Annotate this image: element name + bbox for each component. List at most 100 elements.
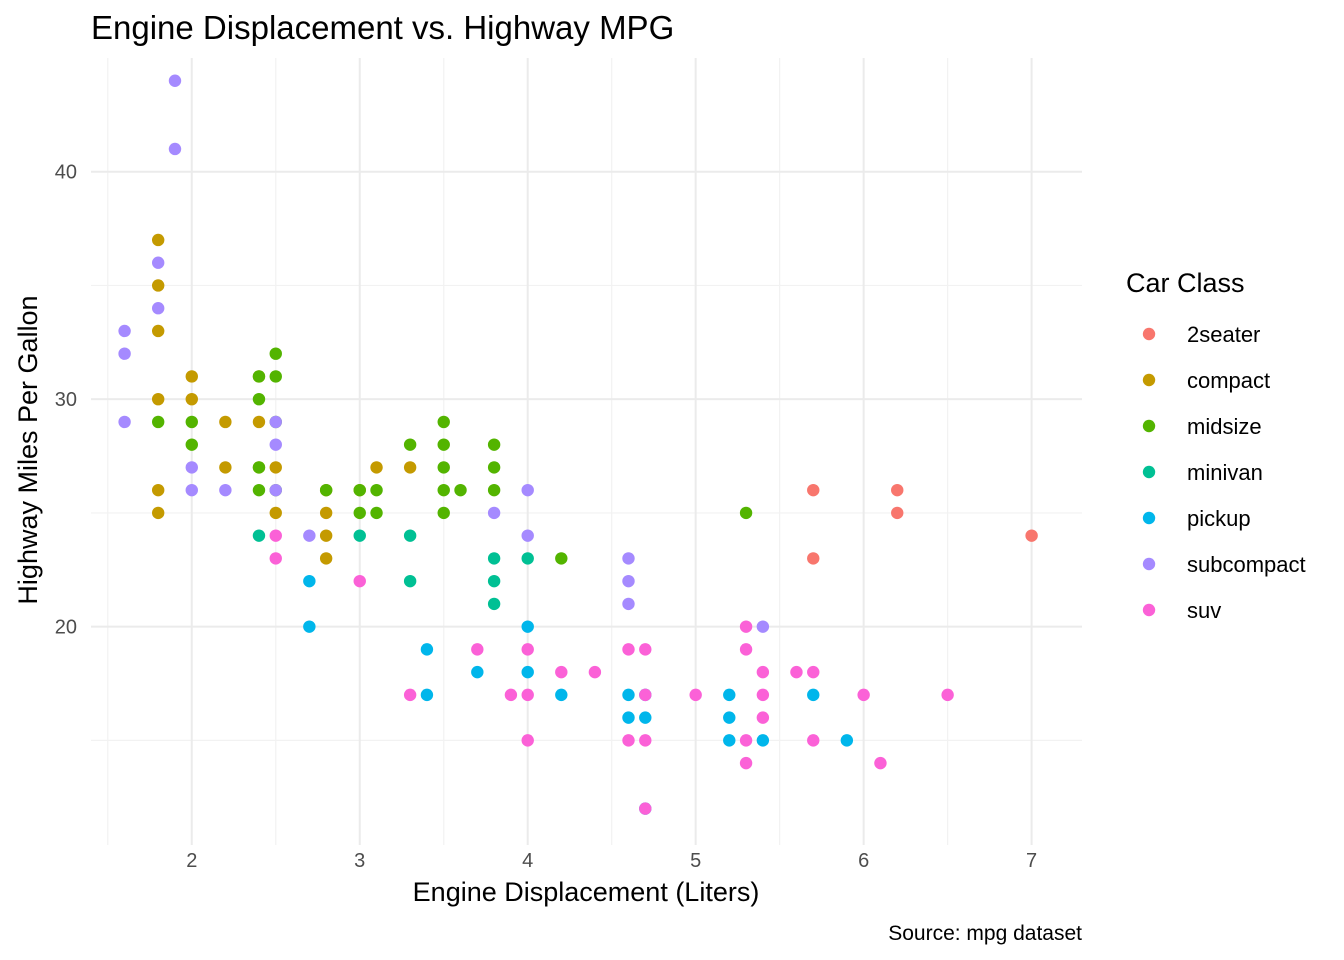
data-point-subcompact bbox=[756, 620, 770, 633]
data-point-compact bbox=[151, 392, 165, 406]
legend-key-compact bbox=[1142, 373, 1156, 387]
data-point-suv bbox=[857, 688, 870, 702]
x-tick-label: 4 bbox=[522, 850, 533, 872]
legend-title: Car Class bbox=[1126, 268, 1245, 298]
data-point-minivan bbox=[353, 529, 366, 542]
data-point-subcompact bbox=[622, 597, 635, 611]
legend-label-minivan: minivan bbox=[1187, 460, 1263, 485]
chart-caption: Source: mpg dataset bbox=[888, 922, 1082, 945]
data-point-midsize bbox=[403, 438, 417, 451]
x-tick-label: 3 bbox=[354, 850, 365, 872]
data-point-suv bbox=[739, 643, 753, 656]
data-point-suv bbox=[521, 734, 534, 747]
data-point-minivan bbox=[403, 574, 417, 588]
x-tick-label: 2 bbox=[186, 850, 197, 872]
data-point-midsize bbox=[319, 483, 333, 497]
legend-label-midsize: midsize bbox=[1187, 414, 1262, 439]
data-point-midsize bbox=[437, 506, 450, 520]
legend-label-2seater: 2seater bbox=[1187, 322, 1260, 347]
data-point-2seater bbox=[807, 483, 820, 497]
data-point-suv bbox=[874, 756, 887, 770]
y-axis-ticks: 20 30 40 bbox=[55, 162, 77, 639]
data-point-suv bbox=[588, 665, 602, 679]
data-point-subcompact bbox=[151, 302, 165, 315]
legend-key-minivan bbox=[1142, 465, 1156, 479]
data-point-subcompact bbox=[622, 552, 635, 565]
data-point-midsize bbox=[252, 392, 266, 406]
data-point-subcompact bbox=[151, 256, 165, 269]
data-point-midsize bbox=[269, 370, 282, 383]
data-point-suv bbox=[622, 643, 635, 656]
data-point-suv bbox=[807, 665, 820, 679]
data-point-minivan bbox=[252, 529, 266, 542]
legend-key-midsize bbox=[1142, 419, 1156, 433]
legend-label-subcompact: subcompact bbox=[1187, 552, 1306, 577]
data-point-compact bbox=[185, 392, 198, 406]
data-point-midsize bbox=[151, 415, 165, 429]
data-point-midsize bbox=[252, 370, 266, 383]
data-point-2seater bbox=[891, 483, 904, 497]
chart-title: Engine Displacement vs. Highway MPG bbox=[91, 9, 674, 46]
data-point-midsize bbox=[370, 483, 383, 497]
data-point-midsize bbox=[437, 438, 450, 451]
data-point-subcompact bbox=[185, 461, 198, 474]
y-tick-label: 30 bbox=[55, 389, 77, 411]
data-point-pickup bbox=[622, 688, 635, 702]
data-point-subcompact bbox=[168, 74, 182, 87]
data-point-suv bbox=[521, 643, 534, 656]
data-point-pickup bbox=[723, 688, 736, 702]
data-point-pickup bbox=[555, 688, 568, 702]
data-point-midsize bbox=[269, 347, 282, 360]
data-point-subcompact bbox=[118, 347, 131, 360]
data-point-compact bbox=[151, 279, 165, 292]
data-point-midsize bbox=[370, 506, 383, 520]
data-point-midsize bbox=[252, 483, 266, 497]
data-point-midsize bbox=[353, 483, 366, 497]
data-point-midsize bbox=[437, 415, 450, 429]
data-point-minivan bbox=[487, 597, 501, 611]
data-point-suv bbox=[471, 643, 484, 656]
data-point-minivan bbox=[403, 529, 417, 542]
data-point-suv bbox=[807, 734, 820, 747]
data-point-2seater bbox=[891, 506, 904, 520]
data-point-compact bbox=[269, 506, 282, 520]
x-tick-label: 7 bbox=[1026, 850, 1037, 872]
data-point-pickup bbox=[622, 711, 635, 724]
y-axis-title: Highway Miles Per Gallon bbox=[13, 295, 43, 604]
data-point-midsize bbox=[437, 461, 450, 474]
data-point-suv bbox=[555, 665, 568, 679]
data-point-suv bbox=[269, 552, 282, 565]
data-point-subcompact bbox=[269, 483, 282, 497]
data-point-compact bbox=[370, 461, 383, 474]
data-point-compact bbox=[252, 415, 266, 429]
data-point-midsize bbox=[437, 483, 450, 497]
data-point-suv bbox=[639, 802, 652, 815]
data-point-midsize bbox=[487, 438, 501, 451]
data-point-subcompact bbox=[487, 506, 501, 520]
data-point-suv bbox=[739, 620, 753, 633]
data-point-minivan bbox=[487, 574, 501, 588]
data-point-minivan bbox=[521, 552, 534, 565]
legend-label-compact: compact bbox=[1187, 368, 1270, 393]
data-point-subcompact bbox=[118, 415, 131, 429]
legend-key-suv bbox=[1142, 603, 1156, 617]
x-tick-label: 5 bbox=[690, 850, 701, 872]
data-point-pickup bbox=[521, 665, 534, 679]
data-point-pickup bbox=[840, 734, 854, 747]
data-point-subcompact bbox=[269, 438, 282, 451]
data-point-pickup bbox=[471, 665, 484, 679]
data-point-midsize bbox=[487, 461, 501, 474]
data-point-suv bbox=[504, 688, 518, 702]
y-tick-label: 20 bbox=[55, 617, 77, 639]
legend-label-suv: suv bbox=[1187, 598, 1221, 623]
data-point-compact bbox=[269, 461, 282, 474]
data-point-compact bbox=[219, 461, 232, 474]
data-point-subcompact bbox=[521, 483, 534, 497]
x-axis-title: Engine Displacement (Liters) bbox=[413, 877, 760, 907]
data-point-midsize bbox=[487, 483, 501, 497]
data-point-midsize bbox=[252, 461, 266, 474]
data-point-subcompact bbox=[303, 529, 316, 542]
data-point-midsize bbox=[353, 506, 366, 520]
